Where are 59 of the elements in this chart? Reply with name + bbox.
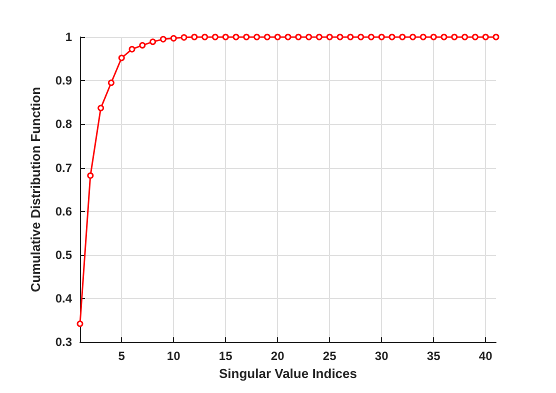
point [202, 34, 208, 40]
y-tick-label: 1 [65, 30, 72, 44]
point [306, 34, 312, 40]
y-tick-label: 0.3 [55, 335, 72, 350]
y-tick-label: 0.5 [55, 248, 72, 262]
y-axis-title: Cumulative Distribution Function [28, 86, 43, 292]
point [232, 34, 240, 40]
point [150, 38, 156, 46]
y-tick-label: 0.9 [55, 74, 72, 88]
point [358, 34, 364, 40]
point [430, 34, 437, 40]
point [76, 320, 84, 328]
point [254, 34, 260, 40]
x-tick-label: 30 [374, 349, 389, 364]
point [378, 34, 385, 40]
point [462, 34, 468, 40]
point [326, 34, 333, 40]
point [222, 34, 229, 40]
point [492, 34, 500, 40]
point [410, 34, 416, 40]
point [284, 34, 292, 40]
point [420, 34, 426, 40]
point [274, 34, 281, 40]
y-tick-label: 0.7 [55, 160, 72, 175]
point [472, 34, 478, 40]
point [160, 36, 166, 42]
point [180, 34, 188, 41]
point [139, 42, 146, 49]
x-tick-label: 20 [270, 349, 285, 364]
x-tick-label: 35 [426, 349, 441, 364]
x-tick-label: 25 [322, 349, 337, 364]
x-tick-label: 40 [478, 349, 493, 364]
point [336, 34, 344, 40]
point [347, 34, 354, 40]
y-tick-label: 0.6 [55, 204, 72, 218]
point [108, 80, 114, 86]
point [482, 34, 489, 40]
point [399, 34, 406, 40]
point [128, 46, 136, 52]
point [87, 172, 94, 179]
point [191, 34, 198, 40]
point [212, 34, 218, 40]
y-tick-label: 0.8 [55, 117, 72, 132]
point [316, 34, 322, 40]
point [118, 54, 125, 62]
point [368, 34, 374, 40]
x-tick-label: 15 [218, 349, 233, 364]
x-tick-label: 5 [118, 349, 126, 364]
point [295, 34, 302, 40]
x-axis-title: Singular Value Indices [219, 366, 357, 381]
y-tick-label: 0.4 [55, 292, 72, 306]
point [388, 34, 396, 40]
point [170, 35, 177, 42]
point [264, 34, 270, 40]
point [98, 104, 104, 112]
x-tick-label: 10 [166, 349, 181, 364]
point [243, 34, 250, 40]
point [440, 34, 448, 40]
point [451, 34, 458, 40]
